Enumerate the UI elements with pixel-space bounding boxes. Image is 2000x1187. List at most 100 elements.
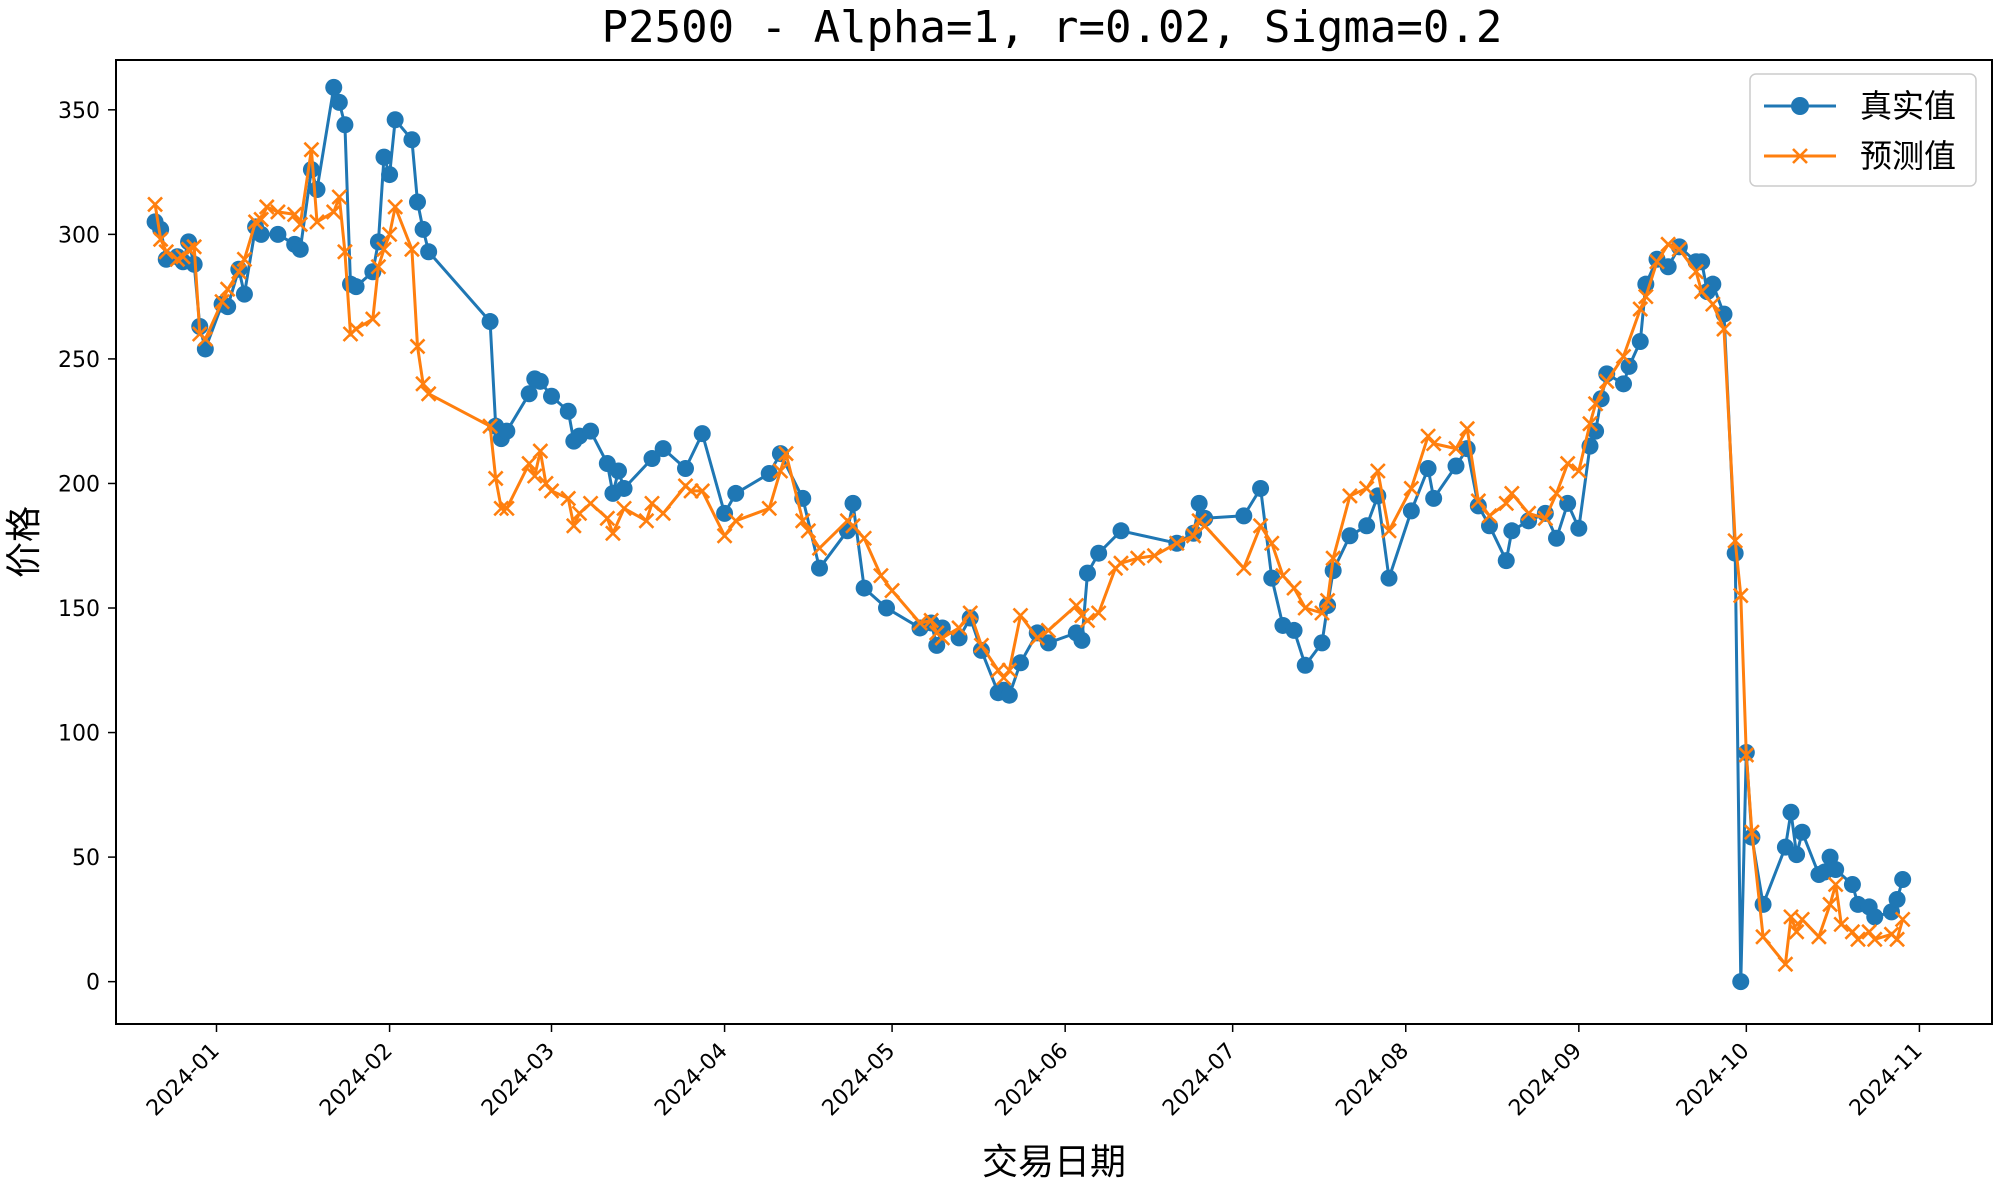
data-point <box>1570 519 1588 537</box>
data-point <box>599 510 616 527</box>
data-point <box>1716 321 1732 337</box>
data-point <box>381 166 399 184</box>
data-point <box>532 443 549 459</box>
series-line <box>153 85 1905 984</box>
data-point <box>376 241 392 258</box>
x-tick-label: 2024-11 <box>1845 1039 1928 1122</box>
y-tick-label: 50 <box>72 846 100 871</box>
data-point <box>1598 373 1615 390</box>
data-point <box>1693 253 1711 271</box>
data-point <box>409 338 426 355</box>
data-point <box>962 605 979 621</box>
data-point <box>872 567 889 584</box>
data-point <box>1782 803 1800 821</box>
data-point <box>1369 463 1386 479</box>
data-point <box>1425 489 1443 507</box>
data-point <box>643 450 661 468</box>
x-tick-label: 2024-01 <box>142 1039 225 1122</box>
data-point <box>716 504 734 522</box>
legend-entry: 真实值 <box>1764 87 1956 125</box>
data-point <box>348 321 365 337</box>
data-point <box>369 233 387 251</box>
data-point <box>481 313 499 331</box>
data-point <box>884 582 901 599</box>
data-point <box>1704 275 1722 293</box>
data-point <box>1146 547 1163 564</box>
data-point <box>403 131 421 149</box>
data-point <box>1000 686 1018 704</box>
data-point <box>1866 931 1883 948</box>
data-point <box>761 500 778 517</box>
data-point <box>928 636 946 654</box>
data-point <box>1827 861 1845 879</box>
series-line <box>153 148 1905 966</box>
data-point <box>794 512 811 529</box>
data-point <box>1788 923 1805 940</box>
data-point <box>582 422 600 440</box>
data-point <box>1325 550 1342 567</box>
data-point <box>1615 375 1632 393</box>
data-point <box>1732 587 1749 604</box>
data-point <box>1324 562 1342 580</box>
data-point <box>1358 480 1375 497</box>
data-point <box>1587 422 1605 440</box>
data-point <box>560 490 577 507</box>
data-point <box>1693 283 1710 300</box>
data-point <box>325 78 343 96</box>
data-point <box>1252 517 1269 534</box>
data-point <box>308 181 326 199</box>
data-point <box>716 527 733 544</box>
y-tick-label: 350 <box>58 99 100 124</box>
data-point <box>1029 629 1046 646</box>
data-point <box>1582 415 1598 432</box>
data-point <box>923 612 940 629</box>
data-point <box>1503 522 1521 540</box>
series-actual <box>146 78 1912 991</box>
data-point <box>1448 440 1464 457</box>
data-point <box>616 500 633 517</box>
data-point <box>693 425 711 443</box>
data-point <box>1425 435 1442 452</box>
data-point <box>727 512 744 529</box>
data-point <box>1285 621 1303 639</box>
data-point <box>403 241 420 258</box>
data-point <box>381 226 398 243</box>
data-point <box>845 517 861 534</box>
data-point <box>325 204 342 220</box>
data-point <box>1833 916 1850 933</box>
data-point <box>1012 607 1029 624</box>
data-point <box>1671 241 1688 258</box>
data-point <box>878 599 895 617</box>
x-tick-label: 2024-08 <box>1331 1039 1414 1122</box>
data-point <box>1459 420 1476 437</box>
data-point <box>1498 495 1515 512</box>
data-point <box>1889 931 1905 948</box>
data-point <box>1548 485 1565 502</box>
data-point <box>1263 535 1280 552</box>
data-point <box>292 216 309 233</box>
data-point <box>559 402 577 420</box>
data-point <box>336 116 354 134</box>
x-ticks: 2024-01 2024-02 2024-03 2024-04 2024-05 2024-… <box>142 1024 1928 1121</box>
data-point <box>1470 492 1487 509</box>
data-point <box>286 206 303 223</box>
data-point <box>1520 505 1537 522</box>
data-point <box>1381 522 1397 539</box>
data-point <box>1112 522 1130 540</box>
chart-title: P2500 - Alpha=1, r=0.02, Sigma=0.2 <box>602 2 1503 53</box>
data-point <box>1793 823 1811 841</box>
data-point <box>844 494 862 512</box>
data-point <box>197 331 214 347</box>
data-point <box>565 517 582 534</box>
data-point <box>1001 662 1018 679</box>
data-point <box>1073 631 1091 649</box>
data-point <box>1688 263 1704 280</box>
data-point <box>1754 895 1772 913</box>
y-tick-label: 250 <box>58 348 100 373</box>
data-point <box>1738 747 1755 763</box>
data-point <box>1235 507 1253 525</box>
y-tick-label: 150 <box>58 597 100 622</box>
data-point <box>1660 236 1677 253</box>
data-point <box>253 211 270 228</box>
data-point <box>420 243 438 261</box>
